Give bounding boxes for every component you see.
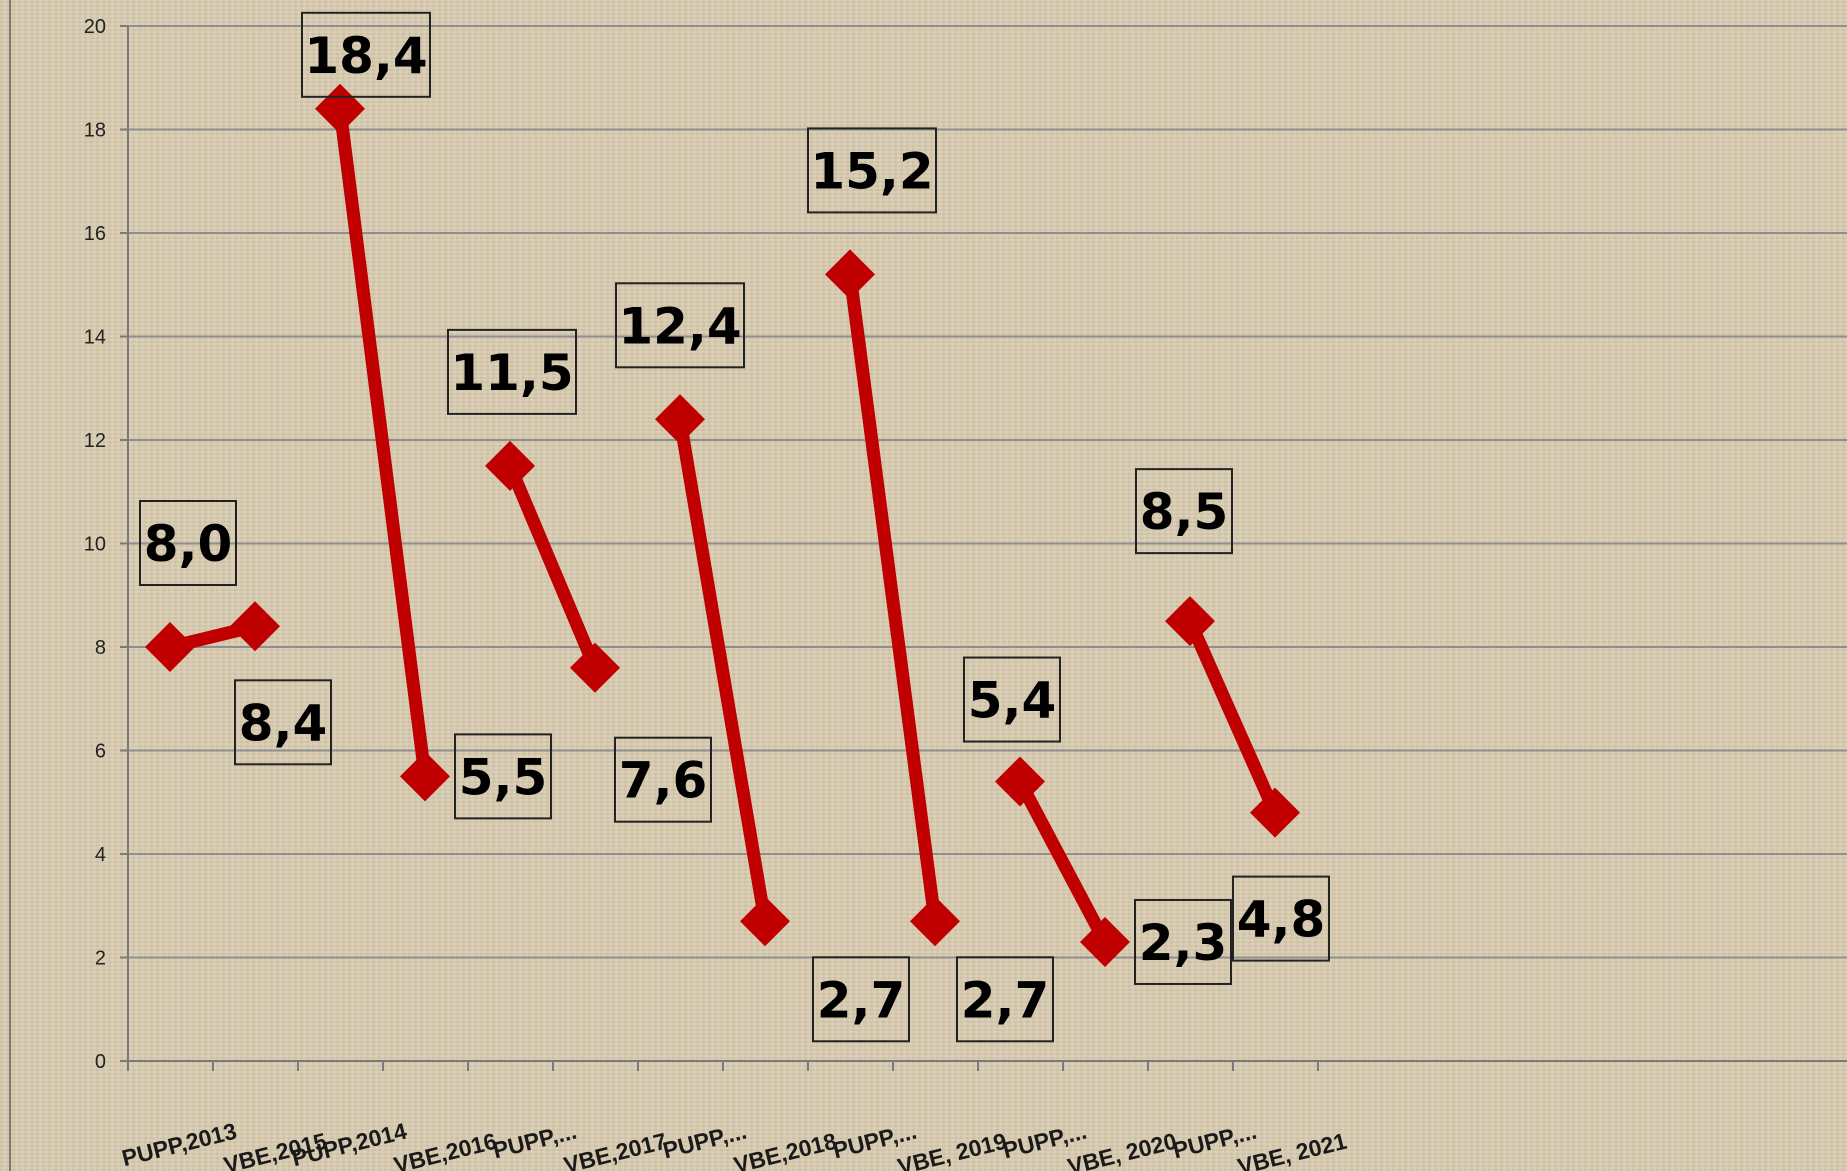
data-label-text: 2,7 [817,971,906,1029]
data-label-text: 11,5 [450,344,573,402]
data-label: 8,5 [1135,468,1233,555]
series-line-segment [333,102,432,783]
y-tick-label: 14 [84,327,106,349]
data-label-text: 8,0 [144,515,233,573]
data-label: 2,7 [812,956,910,1043]
data-label-text: 12,4 [618,297,741,355]
data-label-box [614,736,712,823]
data-label: 7,6 [614,736,712,823]
y-axis: 0 2 4 6 8 10 12 14 16 18 20 [84,16,129,1073]
gridlines [9,0,1847,1171]
data-label: 8,0 [139,500,237,586]
y-tick-label: 0 [95,1051,106,1073]
data-point [570,642,620,693]
data-label-box [234,679,332,766]
series [145,83,1300,967]
y-tick-label: 16 [84,223,106,245]
data-label-box [1135,468,1233,555]
x-tick-label: VBE,2017 [561,1128,669,1171]
data-label-text: 15,2 [810,142,933,200]
data-label: 11,5 [447,328,577,415]
data-label: 2,3 [1134,898,1232,985]
data-label-text: 7,6 [619,752,708,810]
x-tick-label: PUPP,2013 [119,1118,239,1171]
data-label-box [447,328,577,415]
x-axis: PUPP,2013VBE,2015PUPP,2014VBE,2016PUPP,.… [119,1060,1847,1171]
data-label: 15,2 [807,127,937,214]
data-labels: 8,0 8,4 18,4 5,5 11,5 7,6 12,4 2,7 15,2 2,7 5,4 2,3… [139,11,1330,1043]
series-line-segment [1013,775,1112,949]
data-label-box [812,956,910,1043]
data-label-box [1134,898,1232,985]
data-label-box [1232,875,1330,962]
data-point [485,440,535,491]
y-tick-label: 6 [95,741,106,763]
data-label-text: 18,4 [304,27,427,85]
data-label-box [454,733,552,820]
data-point [1250,787,1300,838]
y-tick-label: 8 [95,637,106,659]
data-label: 8,4 [234,679,332,766]
data-label-text: 5,5 [459,748,548,806]
data-label: 4,8 [1232,875,1330,962]
data-point [315,83,365,134]
data-label-box [301,11,431,98]
data-label-text: 8,4 [239,694,328,752]
series-line-segment [1183,614,1282,820]
data-point [145,622,195,672]
y-tick-label: 2 [95,948,106,970]
data-label-text: 2,7 [961,971,1050,1029]
data-label-box [615,282,745,369]
data-point [1080,916,1130,967]
series-line-segment [503,459,602,675]
data-label: 5,4 [963,656,1061,743]
y-tick-label: 10 [84,534,106,556]
data-label: 2,7 [956,956,1054,1043]
data-label: 12,4 [615,282,745,369]
y-tick-label: 4 [95,844,106,866]
series-line-segment [843,267,942,928]
data-label-text: 8,5 [1140,483,1229,541]
data-label: 5,5 [454,733,552,820]
data-label-box [956,956,1054,1043]
y-tick-label: 12 [84,430,106,452]
x-tick-label: VBE,2016 [391,1128,499,1171]
data-label-text: 5,4 [968,672,1057,730]
data-label-box [807,127,937,214]
data-label-box [139,500,237,586]
y-tick-label: 20 [84,16,106,38]
data-label-text: 4,8 [1237,891,1326,949]
data-label-box [963,656,1061,743]
data-point [740,896,790,947]
data-point [230,601,280,652]
data-point [400,751,450,802]
data-point [910,896,960,947]
x-tick-label: VBE,2018 [731,1128,839,1171]
data-point [1165,596,1215,647]
data-label: 18,4 [301,11,431,98]
data-point [655,394,705,445]
y-tick-label: 18 [84,120,106,142]
data-point [995,756,1045,807]
data-label-text: 2,3 [1139,914,1228,972]
x-tick-label: PUPP,2014 [289,1118,409,1171]
series-line-segment [673,412,772,928]
data-point [825,249,875,300]
